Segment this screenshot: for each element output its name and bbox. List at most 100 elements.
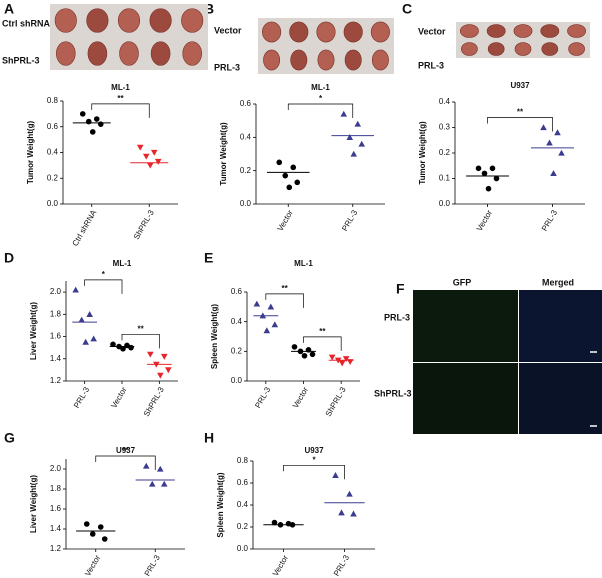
y-axis-label: Tumor Weight(g)	[418, 121, 427, 185]
point	[89, 531, 96, 537]
point	[481, 170, 488, 177]
y-axis-label: Liver Weight(g)	[29, 302, 38, 360]
tumor	[540, 24, 560, 38]
point	[291, 344, 298, 350]
y-tick-label: 0.2	[47, 173, 59, 182]
y-tick-label: 0.4	[439, 97, 451, 106]
y-axis-label: Tumor Weight(g)	[26, 121, 35, 185]
y-tick-label: 0.4	[237, 500, 249, 509]
y-tick-label: 0.0	[240, 199, 252, 208]
significance-bracket	[487, 117, 553, 132]
significance-bracket	[303, 336, 342, 351]
point	[332, 472, 339, 478]
point	[72, 286, 79, 293]
tumor	[514, 42, 532, 56]
y-axis-label: Tumor Weight(g)	[219, 122, 228, 186]
significance-label: *	[319, 94, 323, 103]
tumor	[567, 24, 587, 38]
significance-label: **	[517, 108, 524, 117]
point	[550, 170, 557, 177]
tumor	[56, 41, 76, 66]
column-label: Merged	[542, 277, 574, 287]
point	[271, 321, 279, 328]
tumor	[149, 8, 172, 33]
tumor	[316, 21, 336, 43]
point	[156, 465, 164, 472]
x-tick-label: Vector	[271, 553, 290, 577]
y-tick-label: 0.4	[231, 317, 243, 326]
point	[354, 120, 362, 127]
tumor	[568, 42, 585, 56]
tumor	[181, 8, 204, 33]
chart-title: ML-1	[294, 259, 313, 268]
significance-bracket	[121, 333, 160, 349]
chart-title: U937	[510, 81, 530, 90]
y-tick-label: 2.0	[50, 287, 62, 296]
x-tick-label: PRL-3	[72, 385, 91, 410]
x-tick-label: ShPRL-3	[142, 385, 166, 418]
point	[97, 524, 104, 530]
photo-label: Ctrl shRNA	[2, 18, 51, 28]
tumor	[262, 21, 282, 43]
y-axis-label: Spleen Weight(g)	[210, 304, 219, 370]
tumor	[182, 41, 202, 66]
point	[136, 144, 144, 151]
row-label: PRL-3	[384, 312, 410, 322]
x-tick-label: Vector	[475, 208, 494, 232]
tumor	[486, 24, 506, 38]
significance-label: **	[138, 324, 145, 333]
y-tick-label: 0.2	[237, 522, 249, 531]
chart-title: U937	[304, 446, 324, 455]
chart-title: ML-1	[113, 259, 132, 268]
fluorescence-images	[413, 290, 602, 434]
chart-title: U937	[116, 446, 136, 455]
x-tick-label: Vector	[109, 385, 128, 409]
y-tick-label: 0.6	[47, 122, 59, 131]
panel-letter: A	[4, 1, 14, 17]
y-tick-label: 0.0	[231, 376, 243, 385]
y-tick-label: 0.6	[240, 99, 252, 108]
point	[83, 521, 90, 527]
x-tick-label: PRL-3	[540, 208, 559, 233]
point	[271, 519, 278, 526]
x-tick-label: ShPRL-3	[324, 385, 348, 418]
point	[358, 140, 366, 147]
y-tick-label: 0.1	[439, 174, 451, 183]
point	[338, 509, 345, 516]
y-tick-label: 1.6	[50, 504, 62, 513]
y-tick-label: 1.8	[50, 309, 62, 318]
significance-bracket	[84, 279, 123, 294]
chart-title: ML-1	[111, 83, 130, 92]
y-tick-label: 1.4	[50, 524, 62, 533]
tumor	[86, 8, 109, 33]
tumor	[343, 21, 363, 43]
point	[489, 165, 496, 172]
point	[147, 351, 154, 358]
y-tick-label: 0.4	[240, 132, 252, 141]
x-tick-label: PRL-3	[253, 385, 272, 410]
point	[78, 316, 85, 323]
y-tick-label: 0.2	[439, 148, 451, 157]
point	[346, 134, 354, 140]
x-tick-label: PRL-3	[143, 553, 162, 578]
significance-bracket	[265, 293, 304, 308]
point	[150, 149, 158, 156]
point	[90, 335, 97, 342]
image	[413, 363, 518, 434]
column-label: GFP	[453, 277, 472, 287]
point	[142, 462, 150, 469]
point	[286, 184, 293, 191]
point	[79, 111, 86, 117]
point	[340, 110, 348, 117]
y-axis-label: Spleen Weight(g)	[216, 472, 225, 538]
tumor	[461, 42, 478, 56]
tumor	[150, 41, 171, 66]
x-tick-label: Vector	[83, 553, 102, 577]
tumor	[344, 49, 362, 71]
y-axis-label: Liver Weight(g)	[29, 475, 38, 533]
panel-letter: D	[4, 250, 14, 266]
image	[413, 290, 518, 362]
significance-label: **	[282, 284, 289, 293]
photo-label: ShPRL-3	[2, 55, 40, 65]
